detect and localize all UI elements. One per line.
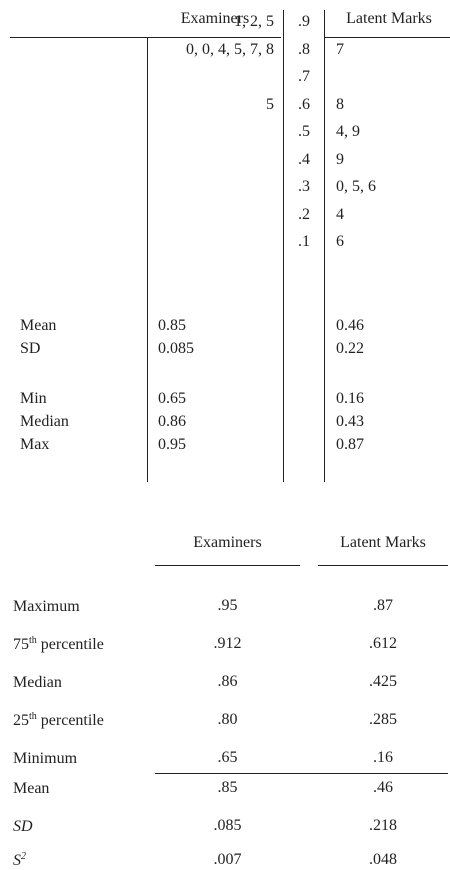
summary-cell-examiners: .912: [213, 635, 242, 652]
summary-stat-latent: .46: [373, 779, 393, 796]
stem-stat-examiners: 0.86: [158, 413, 186, 430]
stem-stat-latent: 0.43: [336, 413, 364, 430]
summary-header-latent: Latent Marks: [340, 534, 426, 551]
stem-header-rule-right: [325, 37, 450, 38]
summary-stat-examiners: .007: [213, 851, 242, 868]
stem-stat-examiners: 0.85: [158, 317, 186, 334]
stem-stat-latent: 0.46: [336, 317, 364, 334]
stem-leaves-latent: 6: [336, 233, 344, 250]
summary-cell-latent: .285: [369, 711, 397, 728]
stem-stat-label: Mean: [20, 317, 57, 334]
stem-divider-1: [147, 37, 148, 482]
stem-divider-3: [324, 10, 325, 482]
summary-row-label: Minimum: [13, 749, 77, 768]
summary-stat-examiners: .85: [217, 779, 238, 796]
summary-row-label: Median: [13, 673, 62, 692]
summary-row-label: Mean: [13, 779, 49, 798]
summary-cell-latent: .612: [369, 635, 397, 652]
summary-row-label-sup: th: [29, 711, 37, 722]
stem-value: .5: [298, 123, 310, 140]
stem-value: .9: [298, 13, 310, 30]
stem-value: .8: [298, 40, 310, 58]
stem-stat-latent: 0.16: [336, 390, 364, 407]
summary-row-label-text: S: [13, 852, 21, 869]
summary-cell-examiners: .80: [217, 711, 238, 728]
stem-leaves-examiners: 0, 0, 4, 5, 7, 8: [186, 40, 274, 58]
summary-mid-rule: [155, 773, 448, 774]
summary-row-label: SD: [13, 817, 33, 836]
stem-stat-label: Max: [20, 436, 50, 453]
summary-row-label: 75th percentile: [13, 635, 104, 654]
stem-value: .2: [298, 205, 310, 223]
stem-value: .3: [298, 178, 310, 195]
summary-stat-examiners: .085: [213, 817, 242, 834]
summary-header-examiners: Examiners: [193, 534, 262, 551]
stem-leaves-latent: 8: [336, 95, 344, 113]
summary-row-label-sup: th: [29, 635, 37, 646]
stem-stat-examiners: 0.085: [158, 340, 194, 357]
stem-header-examiners: Examiners: [180, 10, 250, 27]
summary-row-label-text: Minimum: [13, 750, 78, 767]
summary-cell-examiners: .65: [217, 749, 238, 766]
summary-row-label-text: Mean: [13, 780, 50, 797]
stem-leaves-examiners: 1, 2, 5: [234, 13, 274, 30]
summary-cell-latent: .425: [369, 673, 397, 690]
stem-leaves-latent: 4: [336, 205, 344, 223]
stem-value: .4: [298, 150, 310, 168]
stem-leaves-examiners: 5: [266, 95, 274, 113]
summary-row-label-text: Median: [13, 674, 62, 691]
summary-cell-latent: .87: [373, 597, 393, 614]
summary-row-label: S2: [13, 851, 26, 870]
stem-value: .6: [298, 95, 310, 113]
summary-row-label-suffix: percentile: [36, 712, 104, 729]
stem-header-rule-left: [10, 37, 281, 38]
stem-header-latent: Latent Marks: [346, 10, 432, 27]
summary-row-label-text: Maximum: [13, 598, 80, 615]
summary-row-label-text: 25: [13, 712, 29, 729]
summary-cell-examiners: .95: [217, 597, 238, 614]
stem-stat-label: Min: [20, 390, 47, 407]
summary-stat-latent: .218: [369, 817, 397, 834]
summary-cell-latent: .16: [373, 749, 393, 766]
stem-leaves-latent: 9: [336, 150, 344, 168]
stem-stat-label: Median: [20, 413, 69, 430]
summary-row-label-sup: 2: [21, 851, 26, 862]
stem-leaves-latent: 4, 9: [336, 123, 360, 140]
summary-header-rule-examiners: [155, 565, 300, 566]
summary-row-label: Maximum: [13, 597, 80, 616]
summary-cell-examiners: .86: [217, 673, 238, 690]
summary-row-label-text: 75: [13, 636, 29, 653]
summary-row-label: 25th percentile: [13, 711, 104, 730]
stem-stat-latent: 0.87: [336, 436, 364, 453]
summary-row-label-text: SD: [13, 818, 33, 835]
stem-leaves-latent: 7: [336, 40, 344, 58]
stem-stat-label: SD: [20, 340, 41, 357]
summary-header-rule-latent: [318, 565, 448, 566]
stem-stat-examiners: 0.95: [158, 436, 186, 453]
stem-divider-2: [283, 10, 284, 482]
stem-value: .7: [298, 68, 310, 85]
summary-row-label-suffix: percentile: [36, 636, 104, 653]
stem-leaves-latent: 0, 5, 6: [336, 178, 376, 195]
stem-value: .1: [298, 233, 310, 250]
summary-stat-latent: .048: [369, 851, 397, 868]
stem-stat-latent: 0.22: [336, 340, 364, 357]
stem-stat-examiners: 0.65: [158, 390, 186, 407]
